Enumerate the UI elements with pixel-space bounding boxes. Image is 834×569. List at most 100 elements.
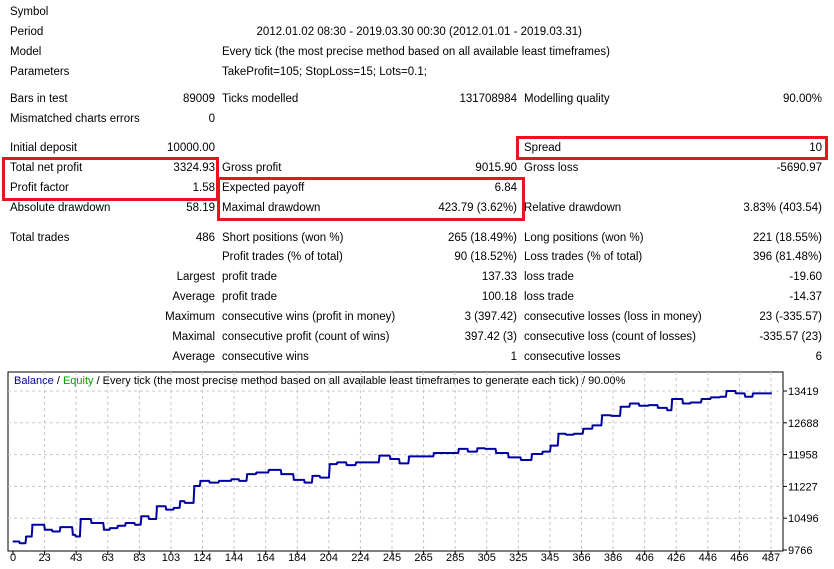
stat-label: Gross loss — [524, 162, 579, 174]
stat-value: 58.19 — [186, 202, 215, 214]
balance-point — [700, 398, 702, 400]
balance-point — [43, 529, 45, 531]
balance-point — [378, 455, 380, 457]
balance-point — [303, 482, 305, 484]
balance-point — [656, 407, 658, 409]
stat-value: 9015.90 — [475, 162, 517, 174]
balance-point — [600, 414, 602, 416]
x-tick-label: 204 — [320, 552, 338, 564]
stat-value: Average — [172, 351, 215, 363]
balance-point — [530, 453, 532, 455]
stat-label: Short positions (won %) — [222, 232, 344, 244]
stat-value: 423.79 (3.62%) — [438, 202, 517, 214]
balance-point — [147, 518, 150, 520]
stat-value: 1.58 — [192, 182, 215, 194]
stat-value: 89009 — [183, 93, 215, 105]
balance-point — [12, 540, 14, 543]
balance-point — [79, 518, 81, 520]
stat-label: Expected payoff — [222, 182, 305, 194]
balance-point — [217, 480, 220, 482]
chart-legend: Balance / Equity / Every tick (the most … — [14, 375, 626, 387]
header-label: Model — [10, 46, 42, 58]
x-tick-label: 285 — [446, 552, 464, 564]
balance-point — [725, 390, 727, 392]
x-tick-label: 426 — [667, 552, 685, 564]
x-tick-label: 63 — [102, 552, 114, 564]
x-tick-label: 446 — [699, 552, 717, 564]
stat-value: 0 — [208, 113, 215, 125]
balance-point — [709, 396, 711, 398]
stat-value: 1 — [510, 351, 517, 363]
x-tick-label: 386 — [604, 552, 622, 564]
stat-label: Mismatched charts errors — [10, 113, 140, 125]
balance-point — [420, 455, 422, 457]
stat-value: -19.60 — [789, 271, 822, 283]
header-label: Period — [10, 26, 44, 38]
plot-area — [7, 371, 784, 552]
balance-point — [345, 464, 347, 466]
x-tick-label: 43 — [70, 552, 82, 564]
x-tick-label: 265 — [414, 552, 432, 564]
stat-value: 221 (18.55%) — [752, 232, 822, 244]
x-tick-label: 224 — [351, 552, 369, 564]
balance-point — [354, 461, 357, 464]
y-tick-label: 12688 — [788, 418, 819, 430]
stat-label: profit trade — [222, 271, 277, 283]
balance-point — [245, 473, 248, 475]
legend-equity: Equity — [63, 375, 94, 387]
balance-point — [770, 392, 772, 394]
stat-value: 100.18 — [481, 291, 517, 303]
legend-description: / Every tick (the most precise method ba… — [94, 375, 626, 387]
balance-point — [507, 456, 509, 458]
stat-value: 396 (81.48%) — [752, 251, 822, 263]
balance-point — [267, 469, 269, 471]
balance-point — [389, 458, 391, 460]
balance-point — [208, 482, 210, 484]
stat-value: 137.33 — [481, 271, 517, 283]
stat-value: 10 — [809, 142, 822, 154]
balance-point — [734, 392, 736, 394]
balance-point — [751, 392, 753, 394]
stat-label: Relative drawdown — [524, 202, 622, 214]
header-value: 2012.01.02 08:30 - 2019.03.30 00:30 (201… — [256, 26, 582, 38]
x-tick-label: 144 — [225, 552, 243, 564]
balance-point — [18, 542, 20, 544]
stat-value: Maximum — [165, 311, 215, 323]
balance-point — [116, 525, 118, 527]
balance-point — [628, 402, 630, 405]
balance-point — [582, 428, 584, 430]
balance-point — [311, 475, 313, 477]
balance-point — [51, 530, 53, 533]
stat-label: consecutive profit (count of wins) — [222, 331, 390, 343]
balance-point — [398, 462, 400, 465]
balance-point — [164, 508, 167, 511]
stat-label: consecutive loss (count of losses) — [524, 331, 696, 343]
stat-value: 23 (-335.57) — [759, 311, 822, 323]
balance-point — [230, 478, 232, 480]
stat-label: Total net profit — [10, 162, 83, 174]
y-tick-label: 10496 — [788, 513, 819, 525]
balance-point — [328, 463, 330, 465]
balance-point — [24, 535, 27, 538]
x-tick-label: 124 — [193, 552, 211, 564]
balance-point — [484, 448, 486, 450]
balance-point — [666, 409, 668, 411]
stat-value: 131708984 — [459, 93, 517, 105]
y-tick-label: 9766 — [788, 545, 812, 557]
stat-value: 486 — [195, 232, 215, 244]
balance-point — [591, 424, 593, 426]
stat-value: 3.83% (403.54) — [743, 202, 822, 214]
balance-point — [457, 448, 459, 450]
stat-label: Absolute drawdown — [10, 202, 111, 214]
y-tick-label: 11958 — [788, 450, 818, 462]
balance-point — [336, 461, 338, 464]
balance-point — [292, 479, 294, 481]
x-tick-label: 164 — [256, 552, 274, 564]
stat-value: 6 — [815, 351, 822, 363]
header-value: TakeProfit=105; StopLoss=15; Lots=0.1; — [222, 66, 427, 78]
balance-point — [238, 480, 240, 482]
balance-point — [743, 396, 746, 398]
balance-point — [364, 461, 366, 464]
stat-label: consecutive wins — [222, 351, 309, 363]
stat-label: Loss trades (% of total) — [524, 251, 643, 263]
